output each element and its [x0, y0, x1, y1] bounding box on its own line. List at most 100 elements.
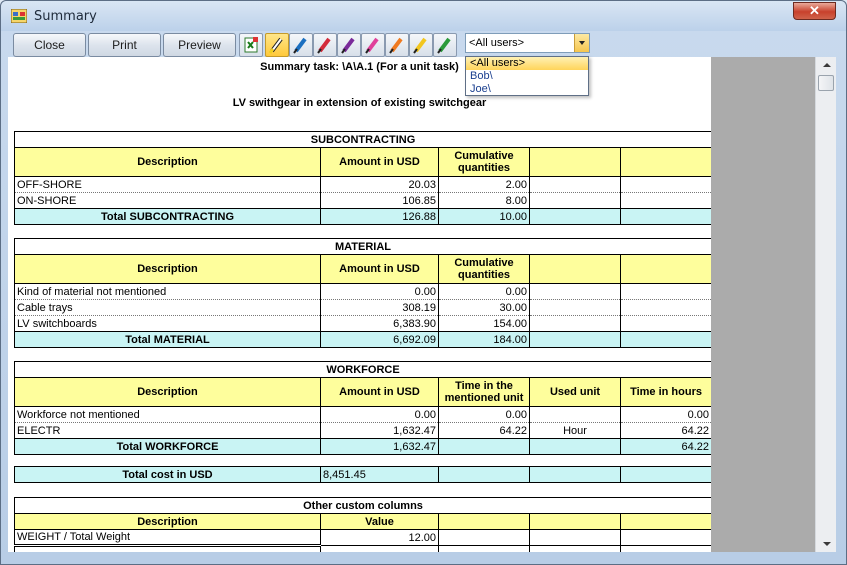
empty-cell [619, 513, 711, 530]
highlight-red-button[interactable] [313, 33, 337, 57]
window-close-button[interactable]: ✕ [793, 2, 836, 20]
excel-export-button[interactable] [239, 33, 263, 57]
scroll-thumb[interactable] [818, 75, 834, 91]
row-quantity: 8.00 [438, 192, 530, 209]
highlight-gold-button[interactable] [409, 33, 433, 57]
empty-cell [619, 208, 711, 225]
highlighter-icon [293, 37, 307, 54]
report-view[interactable]: Summary task: \A\A.1 (For a unit task) L… [8, 57, 711, 552]
highlight-yellow-button[interactable] [265, 33, 289, 57]
empty-cell [619, 192, 711, 209]
table-row: Workforce not mentioned 0.00 0.00 0.00 [14, 406, 711, 423]
highlight-blue-button[interactable] [289, 33, 313, 57]
window-title: Summary [34, 9, 97, 24]
total-row: Total MATERIAL 6,692.09 184.00 [14, 331, 711, 348]
total-hours: 64.22 [619, 438, 711, 455]
column-header: Amount in USD [320, 254, 439, 284]
column-header: Used unit [529, 377, 621, 407]
table-row: Cable trays 308.19 30.00 [14, 299, 711, 316]
highlight-pink-button[interactable] [361, 33, 385, 57]
excel-icon [244, 37, 258, 53]
highlighter-icon [268, 37, 283, 54]
row-description: WEIGHT / Total Weight [14, 529, 321, 547]
row-amount: 6,383.90 [320, 315, 439, 332]
row-description: Workforce not mentioned [14, 406, 321, 423]
column-header: Description [14, 377, 321, 407]
empty-cell [619, 545, 711, 552]
total-row: Total WORKFORCE 1,632.47 64.22 [14, 438, 711, 455]
column-header [529, 254, 621, 284]
subcontracting-table: SUBCONTRACTING Description Amount in USD… [13, 131, 711, 225]
user-filter-dropdown: <All users> Bob\ Joe\ [465, 56, 589, 96]
column-header: Amount in USD [320, 377, 439, 407]
title-bar[interactable]: Summary ✕ [1, 1, 846, 31]
row-amount: 1,632.47 [320, 422, 439, 439]
grand-total-row: Total cost in USD 8,451.45 [14, 466, 711, 483]
highlighter-icon [317, 37, 331, 54]
empty-cell [619, 529, 711, 546]
highlighter-icon [365, 37, 379, 54]
row-description: LV switchboards [14, 315, 321, 332]
row-hours: 64.22 [619, 422, 711, 439]
grand-total-table: Total cost in USD 8,451.45 [14, 466, 711, 483]
workforce-table: WORKFORCE Description Amount in USD Time… [13, 361, 711, 455]
chevron-down-icon[interactable] [574, 34, 589, 52]
empty-cell [529, 529, 621, 546]
empty-cell [619, 176, 711, 193]
print-button[interactable]: Print [88, 33, 161, 57]
toolbar: Close Print Preview [8, 31, 837, 57]
user-filter-select[interactable]: <All users> [465, 33, 590, 53]
column-header: Value [320, 513, 439, 530]
total-quantity: 10.00 [438, 208, 530, 225]
highlight-orange-button[interactable] [385, 33, 409, 57]
column-header [620, 254, 711, 284]
total-label: Total SUBCONTRACTING [14, 208, 321, 225]
total-amount: 126.88 [320, 208, 439, 225]
vertical-scrollbar[interactable] [815, 57, 836, 552]
section-title: SUBCONTRACTING [13, 131, 711, 148]
highlighter-icon [413, 37, 427, 54]
row-used-unit [529, 406, 621, 423]
close-button[interactable]: Close [13, 33, 86, 57]
report-background [711, 57, 815, 552]
empty-cell [529, 208, 621, 225]
row-description: ELECTR [14, 422, 321, 439]
dropdown-option[interactable]: Bob\ [470, 70, 493, 82]
row-time-unit: 0.00 [438, 406, 530, 423]
scroll-down-icon[interactable] [816, 536, 836, 552]
empty-cell [529, 299, 621, 316]
column-header: Description [14, 147, 321, 177]
row-description: ON-SHORE [14, 192, 321, 209]
column-header [529, 147, 621, 177]
highlight-green-button[interactable] [433, 33, 457, 57]
column-header: Time in hours [619, 377, 711, 407]
empty-cell [529, 192, 621, 209]
total-row: Total SUBCONTRACTING 126.88 10.00 [14, 208, 711, 225]
column-header: Cumulative quantities [438, 254, 530, 284]
highlight-purple-button[interactable] [337, 33, 361, 57]
scroll-up-icon[interactable] [816, 57, 836, 73]
empty-cell [529, 513, 621, 530]
empty-cell [529, 283, 621, 300]
total-label: Total MATERIAL [14, 331, 321, 348]
dropdown-option[interactable]: Joe\ [470, 83, 491, 95]
preview-button[interactable]: Preview [163, 33, 236, 57]
row-value: 12.00 [320, 529, 439, 546]
dropdown-option[interactable]: <All users> [466, 57, 588, 70]
total-label: Total WORKFORCE [14, 438, 321, 455]
total-amount: 6,692.09 [320, 331, 439, 348]
row-amount: 20.03 [320, 176, 439, 193]
empty-cell [438, 438, 530, 455]
app-icon [11, 9, 27, 23]
status-bar [1, 552, 846, 564]
report-subtitle: LV swithgear in extension of existing sw… [232, 97, 487, 109]
row-quantity: 154.00 [438, 315, 530, 332]
section-title: WORKFORCE [13, 361, 711, 378]
table-row: OFF-SHORE 20.03 2.00 [14, 176, 711, 193]
empty-cell [620, 315, 711, 332]
row-description: OFF-SHORE [14, 176, 321, 193]
highlighter-icon [437, 37, 451, 54]
table-row: ELECTR 1,632.47 64.22 Hour 64.22 [14, 422, 711, 439]
empty-cell [438, 466, 530, 483]
